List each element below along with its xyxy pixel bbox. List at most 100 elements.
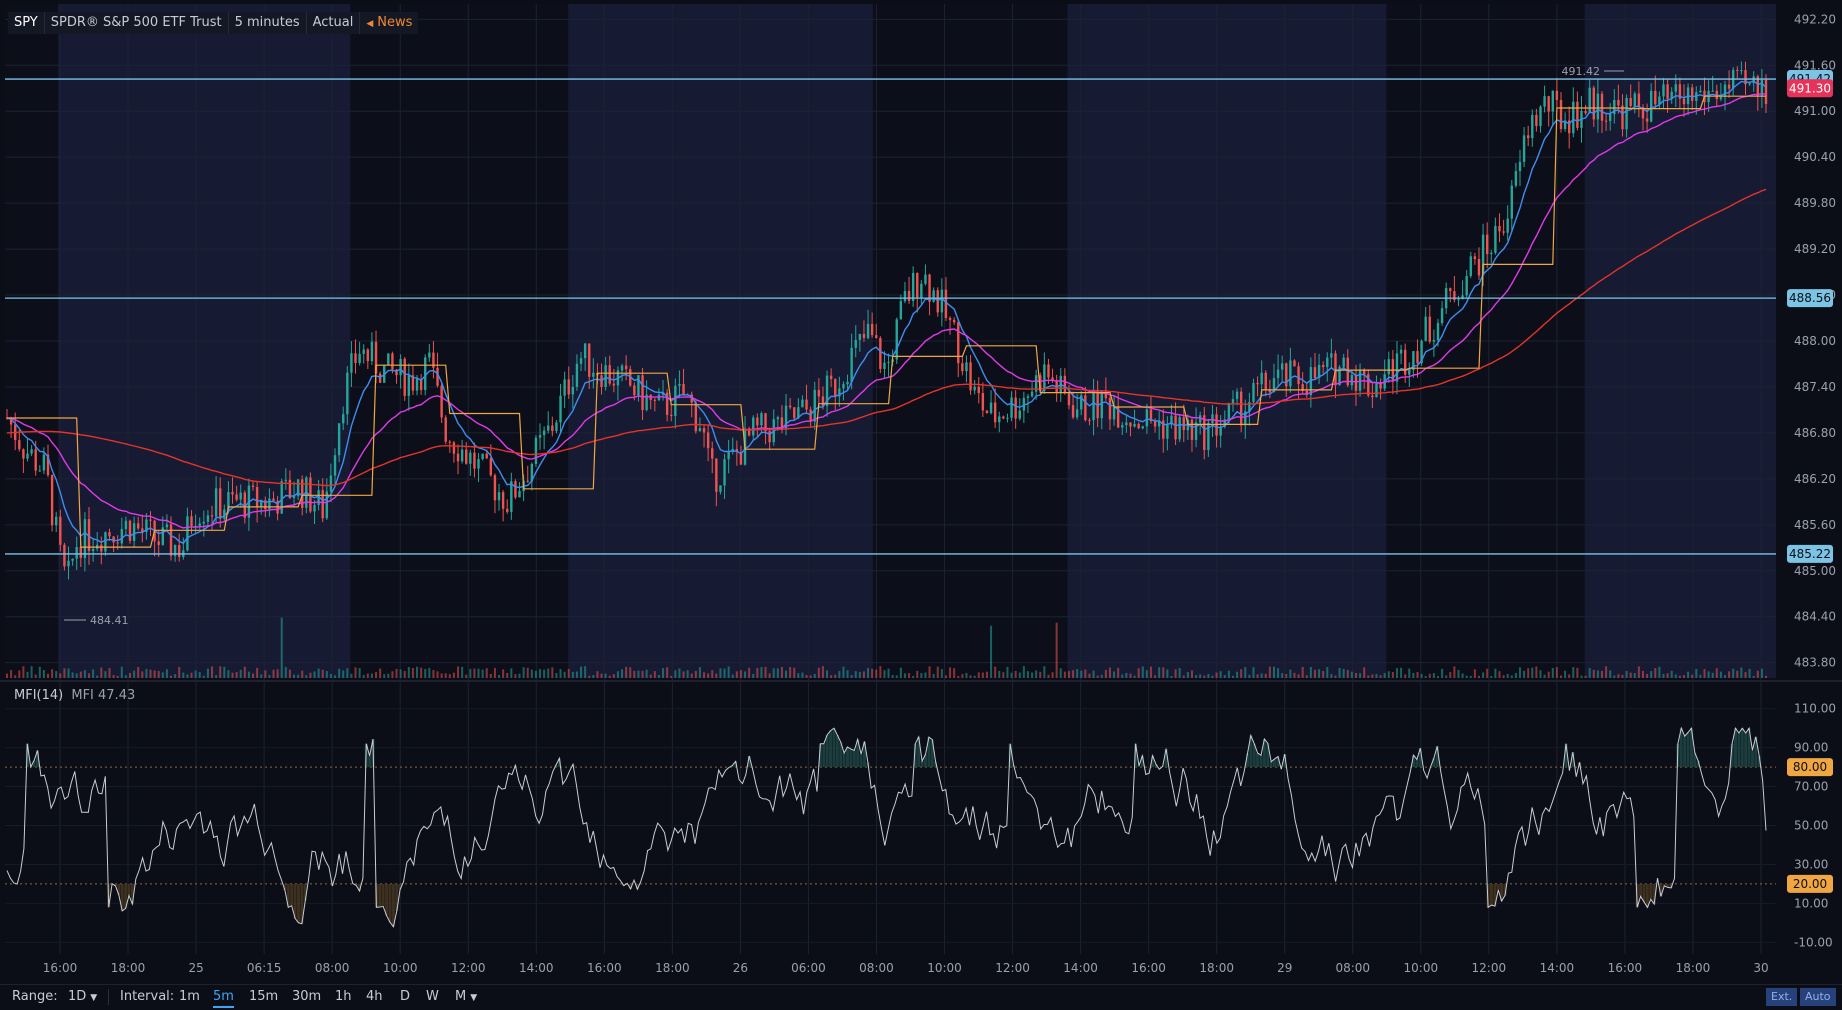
ext-button[interactable]: Ext. <box>1766 988 1797 1006</box>
candle-body <box>117 542 119 543</box>
candle-body <box>859 334 861 340</box>
volume-bar <box>248 672 250 678</box>
candle-body <box>1560 100 1562 129</box>
volume-bar <box>982 673 984 678</box>
volume-bar <box>1597 670 1599 678</box>
volume-bar <box>1445 675 1447 678</box>
candle-body <box>654 400 656 401</box>
auto-button[interactable]: Auto <box>1800 988 1836 1006</box>
candle-body <box>879 338 881 369</box>
candle-body <box>457 454 459 462</box>
volume-bar <box>1343 669 1345 678</box>
interval-label[interactable]: 5 minutes <box>229 12 307 34</box>
candle-body <box>1601 94 1603 121</box>
volume-bar <box>580 667 582 678</box>
volume-bar <box>1470 676 1472 678</box>
candle-body <box>994 403 996 423</box>
volume-bar <box>154 670 156 678</box>
mfi-tick-label: 10.00 <box>1794 896 1828 910</box>
overbought-fill <box>853 751 856 768</box>
volume-bar <box>51 669 53 678</box>
interval-m-dropdown[interactable]: M▼ <box>455 985 477 1010</box>
interval-15m[interactable]: 15m <box>249 985 278 1009</box>
volume-bar <box>748 668 750 678</box>
candle-body <box>1740 70 1742 71</box>
volume-bar <box>35 674 37 678</box>
volume-bar <box>1691 675 1693 678</box>
candle-body <box>1437 323 1439 340</box>
volume-bar <box>871 669 873 678</box>
volume-bar <box>318 669 320 678</box>
volume-bar <box>974 676 976 678</box>
volume-bar <box>252 674 254 678</box>
interval-5m[interactable]: 5m <box>213 985 234 1009</box>
y-tick-label: 489.20 <box>1794 242 1836 256</box>
candle-body <box>1371 395 1373 397</box>
volume-bar <box>281 618 283 678</box>
volume-bar <box>531 670 533 678</box>
candle-body <box>1576 102 1578 128</box>
volume-bar <box>859 672 861 678</box>
candle-body <box>863 334 865 338</box>
candle-body <box>1260 373 1262 384</box>
indicator-name[interactable]: MFI(14) <box>14 688 63 703</box>
candle-body <box>621 366 623 371</box>
candle-body <box>1650 91 1652 122</box>
volume-bar <box>617 671 619 678</box>
range-dropdown[interactable]: 1D▼ <box>68 985 97 1010</box>
volume-bar <box>322 670 324 678</box>
volume-bar <box>1494 669 1496 678</box>
candle-body <box>1072 405 1074 417</box>
volume-bar <box>1158 667 1160 678</box>
volume-bar <box>1195 675 1197 678</box>
interval-30m[interactable]: 30m <box>292 985 321 1009</box>
candle-body <box>1424 317 1426 341</box>
volume-bar <box>22 666 24 678</box>
volume-bar <box>1175 669 1177 678</box>
volume-bar <box>1093 671 1095 678</box>
candle-body <box>887 362 889 363</box>
volume-bar <box>342 671 344 678</box>
candle-body <box>576 364 578 387</box>
volume-bar <box>560 669 562 678</box>
mode-label[interactable]: Actual <box>307 12 361 34</box>
volume-bar <box>1240 669 1242 678</box>
volume-bar <box>1011 673 1013 678</box>
interval-w[interactable]: W <box>426 985 439 1009</box>
interval-1h[interactable]: 1h <box>335 985 352 1009</box>
volume-bar <box>896 675 898 678</box>
candle-body <box>1441 308 1443 323</box>
volume-bar <box>1605 666 1607 678</box>
volume-bar <box>1355 673 1357 678</box>
interval-1m[interactable]: 1m <box>179 985 200 1009</box>
volume-bar <box>121 667 123 678</box>
oversold-fill <box>388 884 391 922</box>
volume-bar <box>678 668 680 678</box>
volume-bar <box>1539 670 1541 678</box>
volume-bar <box>535 671 537 678</box>
volume-bar <box>1339 668 1341 678</box>
volume-bar <box>1170 676 1172 678</box>
volume-bar <box>141 671 143 678</box>
interval-4h[interactable]: 4h <box>366 985 383 1009</box>
toolbar-divider <box>108 989 109 1005</box>
interval-d[interactable]: D <box>400 985 410 1009</box>
symbol-ticker[interactable]: SPY <box>8 12 45 34</box>
volume-bar <box>506 673 508 678</box>
volume-bar <box>1453 666 1455 678</box>
volume-bar <box>445 673 447 678</box>
overbought-fill <box>846 747 849 767</box>
x-tick-label: 08:00 <box>859 961 894 975</box>
candle-body <box>1064 376 1066 393</box>
volume-bar <box>355 667 357 678</box>
candle-body <box>1396 353 1398 381</box>
volume-bar <box>1429 674 1431 678</box>
volume-bar <box>1699 675 1701 678</box>
volume-bar <box>232 673 234 678</box>
news-button[interactable]: News <box>360 12 418 34</box>
volume-bar <box>1154 675 1156 678</box>
volume-bar <box>527 668 529 678</box>
volume-bar <box>432 670 434 678</box>
candle-body <box>358 354 360 363</box>
